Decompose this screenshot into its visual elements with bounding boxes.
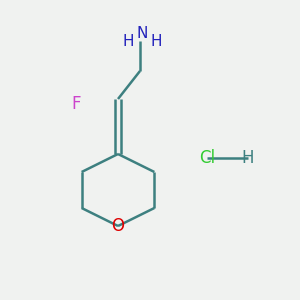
Text: H: H <box>150 34 162 49</box>
Text: N: N <box>136 26 148 41</box>
Text: H: H <box>122 34 134 49</box>
Text: H: H <box>242 149 254 167</box>
Text: F: F <box>71 95 81 113</box>
Text: Cl: Cl <box>199 149 215 167</box>
Text: O: O <box>112 217 124 235</box>
